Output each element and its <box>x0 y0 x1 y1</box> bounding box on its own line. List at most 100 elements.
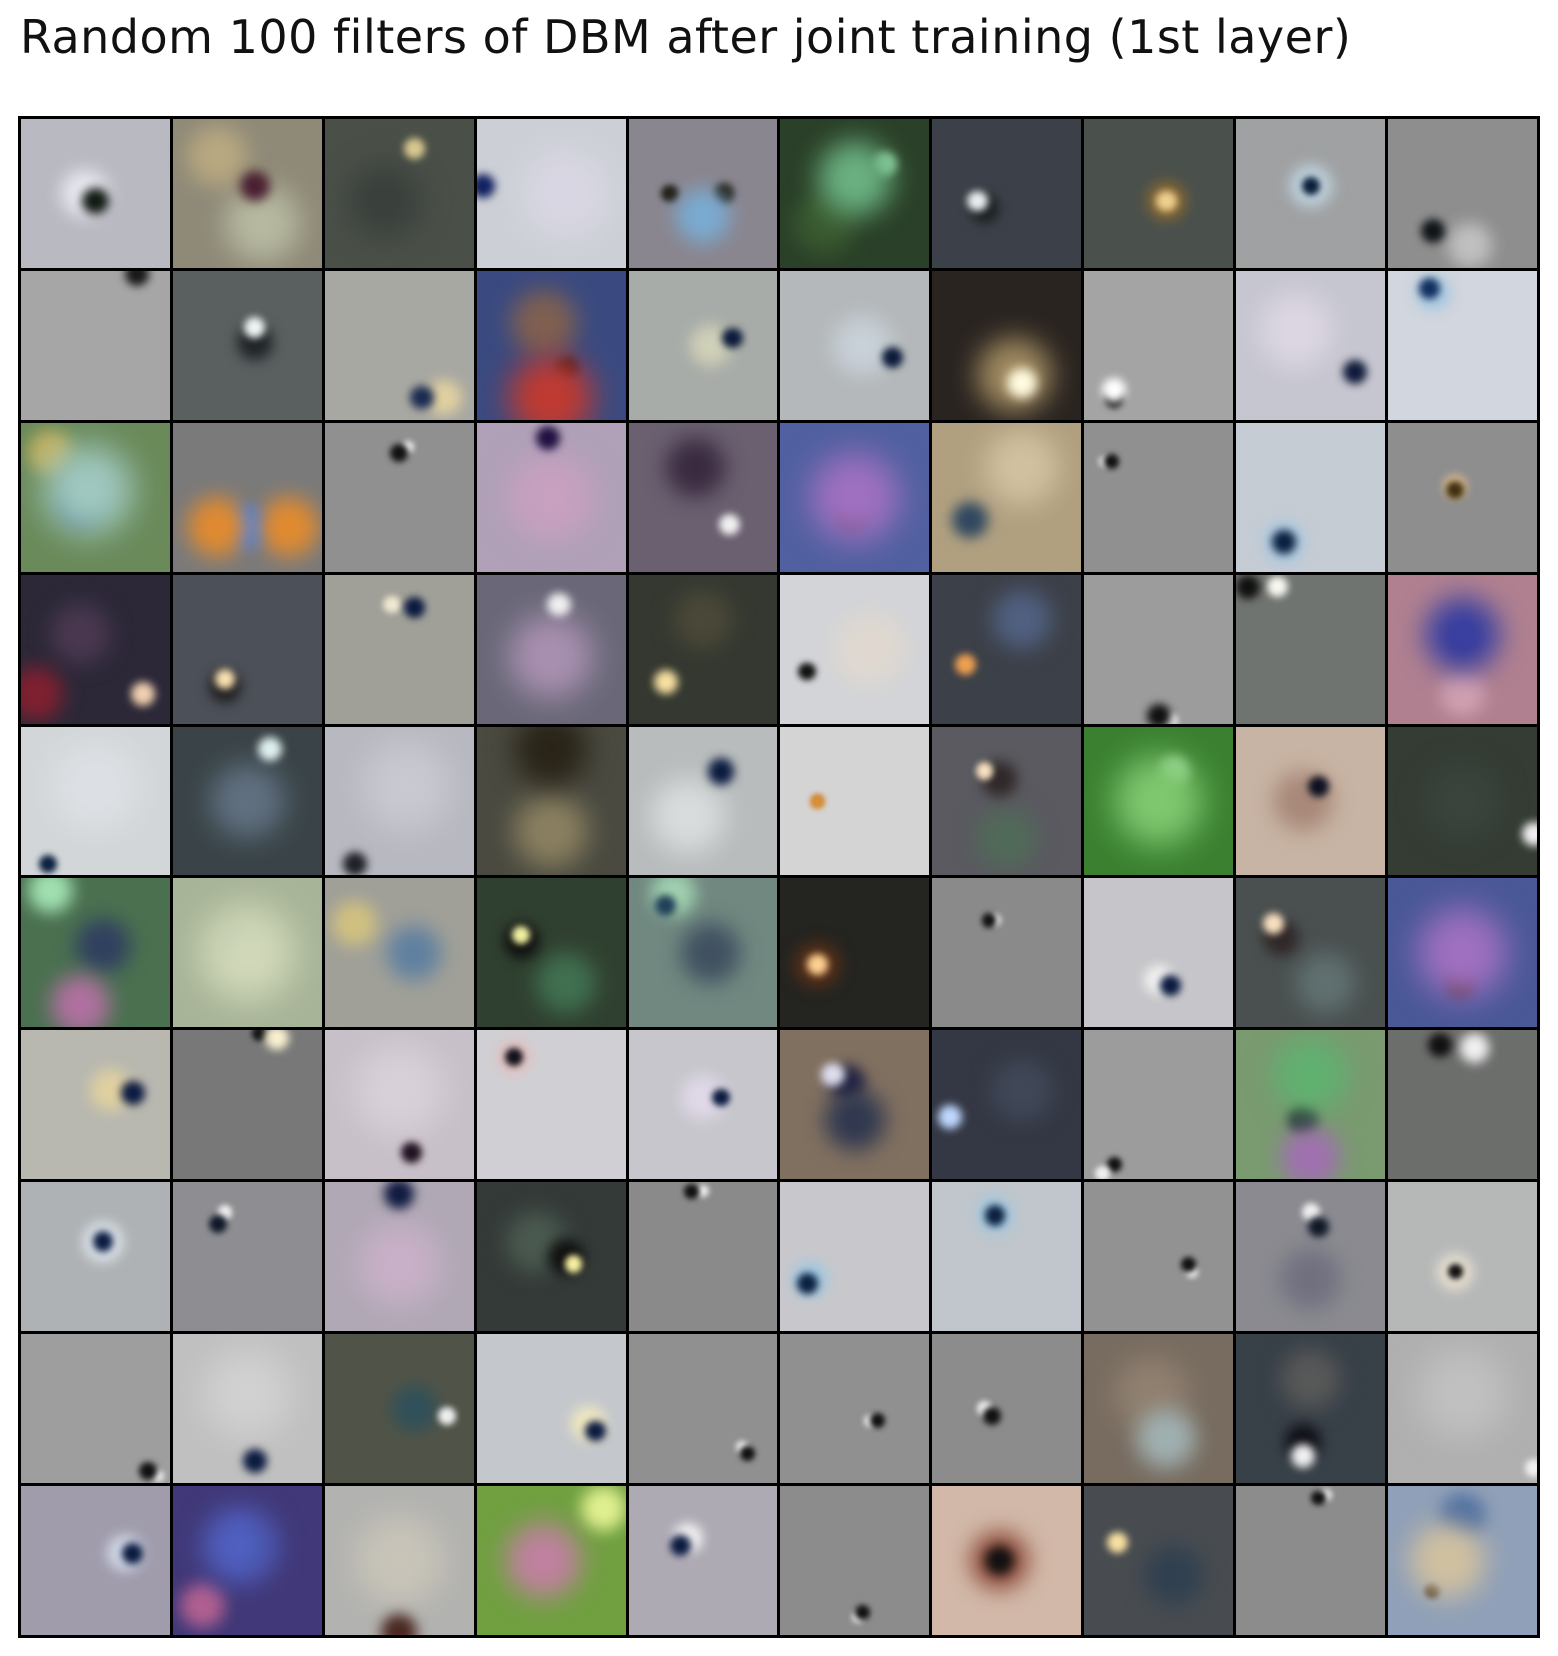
filter-blob <box>1410 1523 1485 1598</box>
filter-blob <box>1102 378 1126 402</box>
filter-blob <box>125 270 150 286</box>
filter-tile <box>172 270 322 420</box>
filter-tile <box>1084 1486 1234 1635</box>
filter-tile <box>1236 422 1386 572</box>
filter-blob <box>347 163 422 239</box>
filter-blob <box>1440 671 1485 717</box>
filter-blob <box>43 445 133 535</box>
filter-blob <box>977 808 1037 869</box>
filter-blob <box>817 141 893 216</box>
filter-tile <box>780 422 930 572</box>
filter-blob <box>564 1255 583 1274</box>
filter-tile <box>780 119 930 268</box>
filter-blob <box>1280 1349 1341 1409</box>
filter-blob <box>391 1386 437 1432</box>
filter-blob <box>665 437 726 498</box>
filter-blob <box>354 1045 444 1135</box>
filter-blob <box>214 668 236 690</box>
filter-tile <box>1236 119 1386 268</box>
filter-tile <box>476 1334 626 1484</box>
filter-tile <box>324 1334 474 1484</box>
filter-blob <box>332 900 377 946</box>
filter-tile <box>1084 270 1234 420</box>
filter-tile <box>324 270 474 420</box>
filter-blob <box>984 430 1060 505</box>
filter-tile <box>1084 1030 1234 1180</box>
filter-blob <box>402 440 415 453</box>
filter-tile <box>1084 574 1234 724</box>
filter-blob <box>1525 1459 1537 1478</box>
filter-tile <box>1084 726 1234 876</box>
filter-tile <box>21 726 170 876</box>
filter-blob <box>187 497 248 557</box>
filter-blob <box>1310 1490 1326 1506</box>
filter-tile <box>932 1334 1082 1484</box>
filter-tile <box>932 270 1082 420</box>
filter-blob <box>509 614 593 699</box>
filter-blob <box>509 455 593 539</box>
filter-tile <box>932 422 1082 572</box>
filter-blob <box>810 793 826 809</box>
filter-blob <box>362 741 452 831</box>
filter-blob <box>881 346 903 368</box>
filter-tile <box>21 878 170 1028</box>
filter-grid <box>18 116 1540 1638</box>
filter-tile <box>628 1182 778 1332</box>
filter-blob <box>712 1088 730 1107</box>
filter-blob <box>680 923 741 983</box>
filter-blob <box>1258 293 1334 368</box>
filter-blob <box>1185 1265 1198 1278</box>
filter-tile <box>476 119 626 268</box>
filter-tile <box>324 878 474 1028</box>
filter-blob <box>832 315 893 376</box>
filter-blob <box>120 1081 145 1105</box>
filter-blob <box>1522 821 1537 846</box>
filter-blob <box>1319 1489 1332 1501</box>
filter-tile <box>1388 119 1537 268</box>
filter-blob <box>991 1060 1052 1120</box>
filter-tile <box>1236 1486 1386 1635</box>
filter-tile <box>780 878 930 1028</box>
filter-blob <box>1136 1408 1197 1469</box>
filter-blob <box>513 793 589 869</box>
filter-blob <box>21 667 63 721</box>
filter-blob <box>1006 367 1037 398</box>
filter-blob <box>187 126 248 187</box>
filter-tile <box>932 1182 1082 1332</box>
filter-blob <box>1420 218 1445 243</box>
filter-blob <box>810 452 900 542</box>
filter-blob <box>722 327 744 349</box>
filter-tile <box>21 1182 170 1332</box>
filter-blob <box>50 741 141 831</box>
filter-tile <box>780 1030 930 1180</box>
filter-blob <box>122 1542 144 1564</box>
filter-blob <box>697 1185 710 1198</box>
filter-blob <box>180 1582 226 1628</box>
filter-blob <box>390 443 409 462</box>
filter-blob <box>984 1204 1006 1226</box>
filter-blob <box>820 1063 845 1087</box>
filter-blob <box>991 589 1052 650</box>
filter-tile <box>1236 1182 1386 1332</box>
filter-tile <box>21 270 170 420</box>
filter-tile <box>324 574 474 724</box>
filter-blob <box>357 1222 441 1306</box>
filter-tile <box>476 1030 626 1180</box>
filter-blob <box>798 662 817 681</box>
filter-blob <box>403 138 425 160</box>
filter-blob <box>409 385 434 410</box>
filter-blob <box>1094 1165 1110 1180</box>
filter-tile <box>1236 574 1386 724</box>
filter-tile <box>780 1486 930 1635</box>
filter-tile <box>780 726 930 876</box>
filter-blob <box>1114 756 1204 846</box>
filter-tile <box>1084 119 1234 268</box>
filter-blob <box>676 189 730 243</box>
filter-blob <box>966 190 988 212</box>
filter-blob <box>400 1142 422 1163</box>
filter-tile <box>476 726 626 876</box>
filter-blob <box>1271 530 1296 554</box>
filter-blob <box>1295 952 1356 1013</box>
filter-tile <box>628 1030 778 1180</box>
filter-blob <box>1291 1444 1316 1469</box>
